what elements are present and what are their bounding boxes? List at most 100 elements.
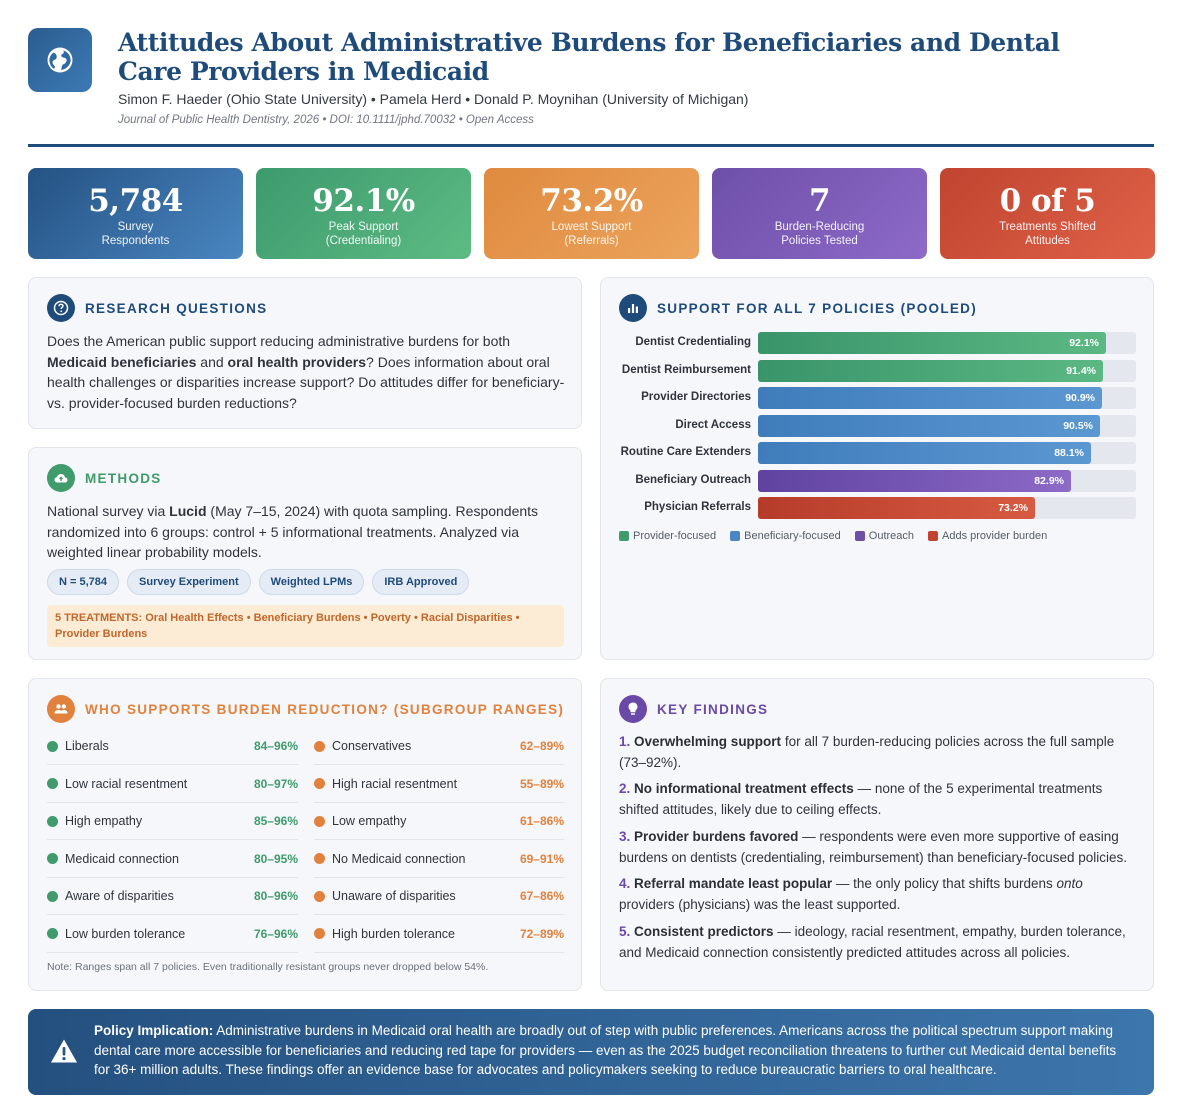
legend-label: Adds provider burden: [942, 530, 1048, 542]
stat-label: Attitudes: [1025, 235, 1070, 247]
subgroup-row: Conservatives 62–89%: [314, 728, 564, 765]
implication-text: Policy Implication: Administrative burde…: [94, 1021, 1134, 1080]
bar-row: Physician Referrals 73.2%: [601, 497, 1154, 519]
subgroup-label: Aware of disparities: [65, 889, 174, 903]
subgroup-range: 67–86%: [519, 889, 564, 903]
bar-track: 73.2%: [758, 497, 1136, 519]
subgroup-range: 84–96%: [253, 739, 298, 753]
subgroup-label: Low empathy: [332, 814, 407, 828]
subgroup-dot: [47, 815, 58, 827]
finding-key: Referral mandate least popular: [634, 876, 833, 891]
bar-row: Beneficiary Outreach 82.9%: [601, 469, 1154, 492]
stat-label: (Referrals): [564, 235, 619, 247]
subgroup-row: Low racial resentment 80–97%: [47, 766, 298, 803]
policy-support-chart-panel: SUPPORT FOR ALL 7 POLICIES (POOLED) Dent…: [600, 277, 1154, 660]
subgroup-label: Liberals: [65, 739, 109, 753]
subgroup-row: Medicaid connection 80–95%: [47, 841, 298, 878]
bar-track: 91.4%: [758, 359, 1136, 382]
finding-text: — none of the 5 experimental treatments …: [619, 781, 1103, 817]
tag-irb: IRB Approved: [372, 569, 470, 595]
panel-header: WHO SUPPORTS BURDEN REDUCTION? (SUBGROUP…: [47, 695, 564, 723]
key-findings-panel: KEY FINDINGS 1. Overwhelming support for…: [600, 678, 1154, 991]
text-bold: Medicaid beneficiaries: [47, 353, 197, 370]
chart-title: SUPPORT FOR ALL 7 POLICIES (POOLED): [657, 300, 978, 316]
subgroup-label: Low burden tolerance: [65, 926, 186, 941]
treatments-banner: 5 TREATMENTS: Oral Health Effects • Bene…: [47, 605, 564, 647]
stat-label: Treatments Shifted: [999, 221, 1096, 233]
subgroup-range: 61–86%: [519, 814, 564, 828]
bar-value-label: 88.1%: [1054, 447, 1084, 459]
bar-track: 88.1%: [758, 442, 1136, 464]
subgroup-note: Note: Ranges span all 7 policies. Even t…: [47, 961, 489, 973]
stat-label: Peak Support: [328, 221, 399, 233]
research-text: Does the American public support reducin…: [47, 331, 567, 413]
header-divider: [28, 144, 1154, 147]
subgroup-dot: [47, 928, 58, 939]
bar-track: 90.9%: [758, 387, 1136, 409]
subgroup-dot: [47, 890, 58, 902]
subgroup-row: High racial resentment 55–89%: [314, 766, 564, 803]
legend-label: Provider-focused: [633, 530, 717, 542]
finding-text: — ideology, racial resentment, empathy, …: [619, 924, 1126, 960]
cloud-upload-icon: [47, 464, 75, 492]
subgroup-range: 72–89%: [519, 926, 564, 941]
subgroup-dot: [314, 853, 325, 864]
finding-item: 5. Consistent predictors — ideology, rac…: [619, 922, 1139, 963]
subgroup-row: High burden tolerance 72–89%: [314, 916, 564, 953]
legend-item-burden: Adds provider burden: [928, 530, 1047, 542]
stat-value: 7: [808, 183, 831, 219]
text-run: National survey via: [47, 503, 170, 519]
method-tags: N = 5,784 Survey Experiment Weighted LPM…: [47, 569, 477, 595]
finding-number: 2.: [619, 781, 631, 796]
bar-value-label: 91.4%: [1066, 364, 1096, 377]
finding-text: — respondents were even more supportive …: [619, 829, 1128, 865]
text-bold: Lucid: [169, 503, 207, 519]
subgroup-range: 62–89%: [519, 739, 564, 753]
bar-label: Physician Referrals: [644, 501, 751, 513]
subgroup-dot: [314, 890, 325, 902]
bar-row: Dentist Reimbursement 91.4%: [601, 359, 1154, 382]
chart-legend: Provider-focused Beneficiary-focused Out…: [619, 530, 1061, 542]
bar-track: 90.5%: [758, 414, 1136, 437]
finding-text: — the only policy that shifts burdens: [832, 876, 1057, 891]
bar-label: Dentist Reimbursement: [621, 363, 751, 376]
finding-key: Provider burdens favored: [634, 829, 799, 844]
authors: Simon F. Haeder (Ohio State University) …: [118, 91, 749, 107]
subgroup-dot: [47, 853, 58, 864]
bar-value-label: 73.2%: [998, 502, 1028, 514]
implication-body: Administrative burdens in Medicaid oral …: [94, 1023, 1117, 1077]
legend-item-outreach: Outreach: [854, 530, 915, 542]
stat-card-peak-support: 92.1% Peak Support (Credentialing): [256, 168, 471, 259]
bar: 73.2%: [758, 497, 1035, 519]
panel-title: RESEARCH QUESTIONS: [85, 300, 268, 316]
subgroup-dot: [314, 928, 325, 939]
panel-header: KEY FINDINGS: [619, 695, 768, 723]
bar: 90.9%: [758, 387, 1102, 409]
journal-citation: Journal of Public Health Dentistry, 2026…: [118, 114, 534, 126]
subgroup-dot: [314, 778, 325, 789]
subgroup-dot: [47, 778, 58, 789]
finding-number: 1.: [619, 734, 631, 749]
bar: 91.4%: [758, 359, 1103, 382]
stat-card-lowest-support: 73.2% Lowest Support (Referrals): [484, 168, 699, 259]
stat-value: 92.1%: [312, 183, 415, 219]
tag-sample-size: N = 5,784: [47, 569, 120, 595]
subgroup-range: 76–96%: [253, 926, 298, 941]
finding-key: No informational treatment effects: [634, 781, 854, 796]
subgroup-label: High burden tolerance: [332, 926, 455, 941]
finding-item: 4. Referral mandate least popular — the …: [619, 874, 1139, 915]
legend-label: Outreach: [868, 530, 915, 542]
question-icon: [47, 294, 75, 322]
bar-track: 82.9%: [758, 469, 1136, 492]
subgroup-range: 80–95%: [253, 851, 298, 866]
finding-item: 2. No informational treatment effects — …: [619, 779, 1139, 820]
bar-value-label: 90.5%: [1063, 419, 1093, 432]
bar-label: Beneficiary Outreach: [635, 473, 751, 486]
legend-swatch: [928, 531, 939, 541]
bar: 92.1%: [758, 332, 1106, 354]
text-run: ? Does information about oral health cha…: [47, 353, 565, 411]
bar-label: Routine Care Extenders: [620, 446, 751, 458]
subgroup-range: 69–91%: [519, 851, 564, 866]
finding-number: 5.: [619, 924, 631, 939]
methods-text: National survey via Lucid (May 7–15, 202…: [47, 501, 567, 563]
